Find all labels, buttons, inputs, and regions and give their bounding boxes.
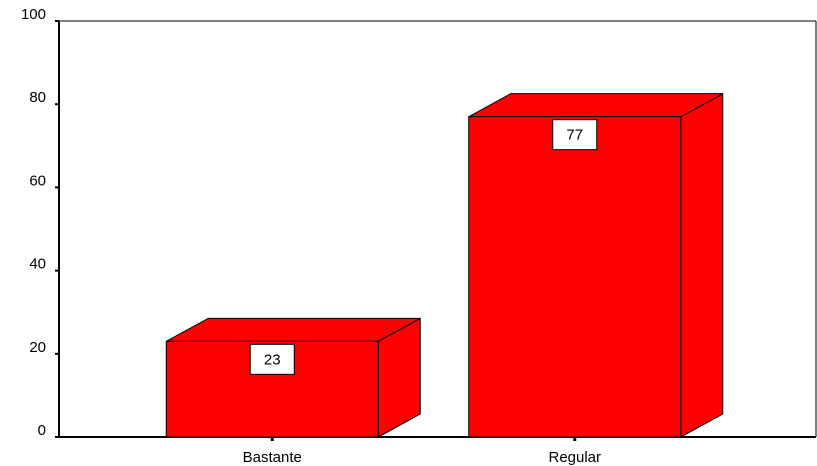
bar-side	[680, 92, 724, 438]
y-tick-label: 80	[29, 89, 46, 106]
bar-top	[166, 317, 421, 342]
bar-top	[468, 93, 723, 118]
value-label-box	[552, 119, 598, 151]
bar	[468, 116, 682, 438]
x-tick-label: Bastante	[243, 449, 302, 466]
value-label: 23	[264, 351, 281, 368]
value-label: 77	[566, 127, 583, 144]
y-tick-label: 100	[21, 6, 46, 23]
y-tick-label: 0	[38, 422, 46, 439]
x-tick-label: Regular	[548, 449, 601, 466]
y-tick-label: 20	[29, 339, 46, 356]
y-tick-label: 60	[29, 172, 46, 189]
y-tick-label: 40	[29, 256, 46, 273]
value-label-box	[249, 343, 295, 375]
